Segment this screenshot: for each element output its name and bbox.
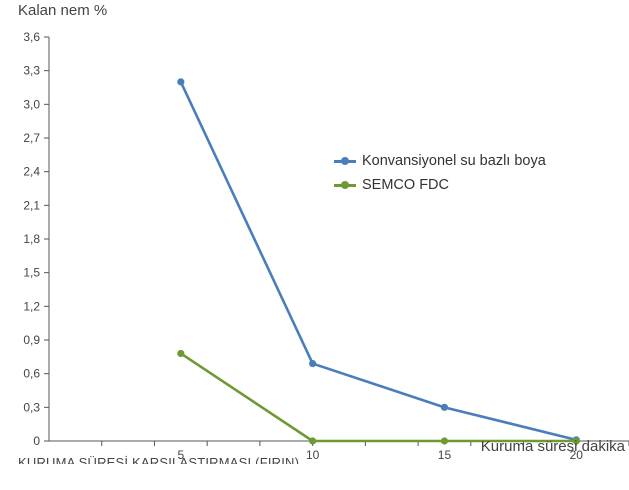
x-tick-label: 20 bbox=[570, 448, 584, 462]
x-tick-label: 15 bbox=[438, 448, 452, 462]
x-ticks: 5 10 15 20 bbox=[101, 441, 629, 462]
legend: Konvansiyonel su bazlı boya SEMCO FDC bbox=[334, 149, 546, 197]
x-axis-title: Kuruma süresi dakika bbox=[480, 438, 625, 455]
y-tick-label: 1,8 bbox=[23, 232, 40, 246]
axes bbox=[48, 37, 629, 442]
chart-caption: KURUMA SÜRESİ KARŞILAŞTIRMASI (FIRIN) bbox=[18, 455, 300, 464]
legend-swatch-semco bbox=[334, 179, 356, 191]
y-tick-label: 1,2 bbox=[23, 299, 40, 313]
y-tick-label: 0,9 bbox=[23, 333, 40, 347]
y-tick-label: 3,3 bbox=[23, 64, 40, 78]
y-tick-label: 0,3 bbox=[23, 400, 40, 414]
y-tick-label: 2,4 bbox=[23, 165, 40, 179]
y-axis-title: Kalan nem % bbox=[18, 2, 108, 19]
y-tick-label: 0 bbox=[33, 434, 40, 448]
data-point-1-0 bbox=[177, 349, 185, 358]
data-point-0-0 bbox=[177, 78, 185, 86]
series-line-0 bbox=[179, 81, 577, 442]
y-tick-label: 3,6 bbox=[23, 30, 40, 44]
series-layer bbox=[177, 78, 580, 445]
y-tick-label: 1,5 bbox=[23, 266, 40, 280]
y-ticks: 0 0,3 0,6 0,9 1,2 1,5 1,8 2,1 2,4 2,7 3,0 3,3 3,6 bbox=[23, 30, 49, 448]
data-point-1-2 bbox=[440, 437, 449, 445]
legend-item-semco: SEMCO FDC bbox=[334, 173, 546, 197]
y-tick-label: 3,0 bbox=[23, 97, 40, 111]
legend-label-conventional: Konvansiyonel su bazlı boya bbox=[362, 153, 546, 169]
y-tick-label: 2,7 bbox=[23, 131, 40, 145]
y-tick-label: 0,6 bbox=[23, 367, 40, 381]
x-tick-label: 5 bbox=[177, 448, 184, 462]
data-point-0-2 bbox=[440, 403, 449, 411]
data-point-0-1 bbox=[309, 359, 317, 368]
series-line-1 bbox=[180, 352, 577, 443]
legend-label-semco: SEMCO FDC bbox=[362, 177, 449, 193]
y-tick-label: 2,1 bbox=[23, 198, 40, 212]
legend-item-conventional: Konvansiyonel su bazlı boya bbox=[334, 149, 546, 173]
data-point-1-1 bbox=[309, 437, 317, 445]
x-tick-label: 10 bbox=[306, 448, 320, 462]
legend-swatch-conventional bbox=[334, 155, 356, 167]
data-point-1-3 bbox=[572, 437, 580, 445]
